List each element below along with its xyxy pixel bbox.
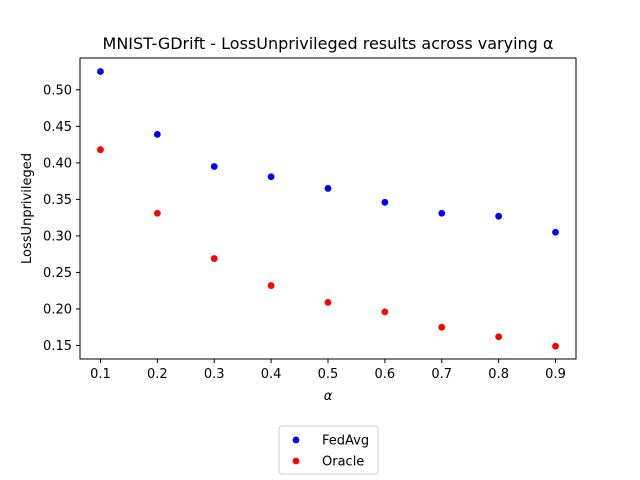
x-tick-label: 0.7 — [431, 367, 452, 382]
y-axis-label: LossUnprivileged — [20, 153, 35, 264]
axes: 0.1 0.2 0.3 0.4 0.5 0.6 0.7 0.8 0.9 0.15 0.20 0.25 0… — [43, 83, 566, 382]
fedavg-point — [97, 68, 104, 75]
oracle-point — [267, 282, 275, 289]
y-tick-label: 0.30 — [43, 229, 72, 244]
y-tick-label: 0.35 — [43, 193, 72, 208]
x-tick-label: 0.6 — [375, 367, 396, 382]
x-tick-label: 0.9 — [545, 367, 566, 382]
fedavg-point — [381, 198, 389, 206]
y-tick-label: 0.20 — [43, 302, 72, 317]
x-tick-label: 0.1 — [90, 367, 111, 382]
legend-entries: FedAvg Oracle — [292, 434, 369, 470]
x-axis-label: α — [324, 389, 333, 404]
oracle-legend-label: Oracle — [322, 455, 364, 470]
y-tick-label: 0.25 — [43, 266, 72, 281]
chart-title: MNIST-GDrift - LossUnprivileged results … — [103, 34, 554, 53]
legend: FedAvg Oracle — [278, 425, 379, 475]
x-tick-label: 0.5 — [318, 367, 339, 382]
oracle-point — [210, 255, 218, 262]
oracle-point — [97, 146, 104, 154]
fedavg-legend-label: FedAvg — [322, 434, 369, 449]
oracle-point — [381, 308, 389, 316]
x-tick-label: 0.3 — [204, 367, 225, 382]
y-tick-label: 0.40 — [43, 156, 72, 171]
oracle-point — [438, 323, 446, 331]
fedavg-point — [324, 185, 332, 192]
x-tick-label: 0.2 — [147, 367, 168, 382]
fedavg-legend-marker — [292, 436, 300, 444]
fedavg-point — [495, 212, 503, 220]
y-tick-label: 0.45 — [43, 120, 72, 135]
fedavg-point — [438, 209, 446, 217]
y-tick-label: 0.50 — [43, 83, 72, 98]
y-tick-label: 0.15 — [43, 339, 72, 354]
plot-frame — [79, 57, 577, 360]
legend-frame — [278, 425, 379, 475]
oracle-point — [153, 209, 161, 217]
x-tick-label: 0.8 — [488, 367, 509, 382]
fedavg-point — [267, 173, 275, 181]
fedavg-point — [552, 228, 559, 236]
oracle-point — [324, 298, 332, 306]
oracle-point — [552, 342, 559, 350]
oracle-legend-marker — [292, 457, 300, 465]
fedavg-point — [210, 163, 218, 170]
oracle-point — [495, 333, 503, 341]
fedavg-point — [153, 130, 161, 138]
data-points — [97, 68, 559, 350]
x-tick-label: 0.4 — [261, 367, 282, 382]
